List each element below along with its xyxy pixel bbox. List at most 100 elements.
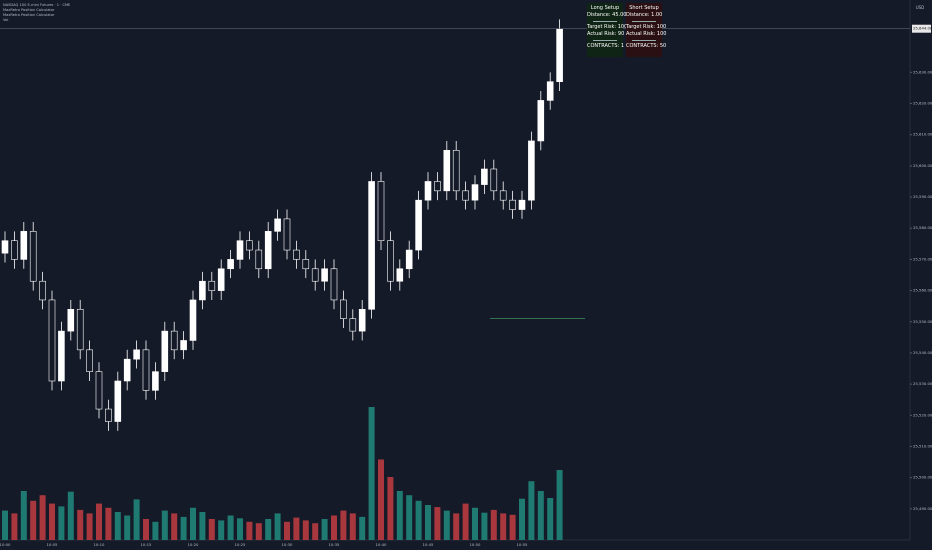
x-tick-label: 10:40 — [376, 542, 388, 547]
candle-body — [434, 181, 441, 192]
candle-body — [208, 280, 216, 291]
candle-body — [358, 308, 366, 332]
candle-body — [321, 268, 328, 282]
candle-body — [20, 231, 28, 260]
candle-body — [330, 268, 338, 301]
candle-body — [311, 268, 319, 282]
y-tick-label: 25,620.00 — [913, 101, 932, 106]
volume-bar — [472, 507, 478, 540]
candle-body — [499, 190, 507, 201]
title: Short Setup — [629, 5, 659, 11]
volume-bar — [528, 481, 535, 540]
volume-bar — [443, 510, 450, 540]
volume-bar — [453, 513, 460, 540]
volume-bar — [199, 512, 206, 540]
volume-bar — [462, 503, 469, 540]
indicator: MaxRetro Position Calculator — [3, 8, 55, 12]
x-tick-label: 10:35 — [329, 542, 341, 547]
volume-bar — [161, 510, 168, 540]
y-tick-label: 25,600.00 — [913, 163, 932, 168]
candle-body — [424, 181, 432, 201]
candle-body — [556, 28, 563, 83]
volume-bar — [312, 523, 319, 540]
y-tick-label: 25,570.00 — [913, 256, 932, 261]
volume-bar — [2, 510, 8, 540]
last-price-badge — [912, 24, 931, 33]
candle-body — [452, 149, 460, 192]
candle-body — [246, 240, 253, 251]
candle-body — [105, 408, 112, 422]
candle-body — [349, 318, 357, 332]
x-tick-label: 10:55 — [517, 542, 529, 547]
candle-body — [415, 199, 422, 251]
volume-bar — [77, 509, 84, 540]
candle-body — [86, 349, 93, 372]
volume-bar — [171, 513, 178, 540]
actual-risk: Actual Risk: 100 — [626, 31, 667, 37]
currency: USD — [916, 5, 925, 10]
candle-body — [95, 371, 103, 410]
title: Long Setup — [590, 5, 620, 11]
volume-bar — [359, 516, 366, 540]
volume-bar — [30, 500, 37, 540]
candle-body — [283, 218, 291, 251]
y-tick-label: 25,530.00 — [913, 381, 932, 386]
x-tick-label: 10:45 — [423, 542, 435, 547]
volume-bar — [190, 507, 196, 540]
x-tick-label: 10:15 — [141, 542, 153, 547]
volume-bar — [143, 519, 149, 540]
candle-body — [227, 259, 234, 270]
y-tick-label: 25,500.00 — [913, 475, 932, 480]
candle-body — [509, 199, 516, 210]
y-tick-label: 25,490.00 — [913, 506, 932, 511]
candle-body — [170, 330, 178, 351]
volume-bar — [86, 513, 93, 540]
x-tick-label: 10:20 — [188, 542, 200, 547]
y-tick-label: 25,590.00 — [913, 194, 932, 199]
y-tick-label: 25,540.00 — [913, 350, 932, 355]
candle-body — [76, 308, 84, 351]
volume-bar — [20, 491, 27, 540]
volume-bar — [556, 470, 563, 540]
volume-bar — [67, 491, 74, 540]
distance: Distance: 45.00 — [587, 12, 627, 18]
volume-bar — [227, 515, 234, 540]
y-tick-label: 25,520.00 — [913, 412, 932, 417]
candle-body — [114, 380, 122, 422]
candle-body — [29, 231, 37, 282]
candle-body — [481, 168, 488, 185]
volume-bar — [340, 510, 347, 540]
candle-body — [180, 340, 187, 351]
candle-body — [152, 371, 159, 391]
volume-bar — [415, 500, 422, 540]
candle-body — [264, 231, 272, 270]
volume-bar — [218, 520, 225, 540]
volume-bar — [293, 517, 300, 540]
candle-body — [518, 199, 526, 210]
volume-bar — [490, 509, 497, 540]
x-tick-label: 10:30 — [282, 542, 294, 547]
x-tick-label: 10:00 — [0, 542, 11, 547]
volume-bar — [284, 521, 290, 540]
distance: Distance: 1.00 — [626, 12, 663, 18]
target-risk: Target Risk: 100 — [626, 24, 667, 30]
candle-body — [189, 299, 197, 341]
volume-bar — [396, 491, 403, 540]
target-risk: Target Risk: 100 — [587, 24, 628, 30]
candle-body — [405, 249, 413, 270]
volume-bar — [425, 505, 431, 540]
volume-bar — [180, 516, 187, 540]
volume-bar — [39, 495, 46, 540]
volume-bar — [96, 503, 102, 540]
volume-bar — [434, 507, 441, 540]
volume-bar — [500, 513, 507, 540]
contracts: CONTRACTS: 1 — [587, 43, 624, 49]
candle-body — [199, 280, 206, 301]
volume-bar — [152, 521, 159, 540]
volume-bar — [387, 477, 394, 540]
volume-bar — [537, 491, 544, 540]
short-setup: Short Setup Distance: 1.00 Target Risk: … — [626, 3, 667, 57]
volume-bar — [105, 507, 112, 540]
x-tick-label: 10:50 — [470, 542, 482, 547]
